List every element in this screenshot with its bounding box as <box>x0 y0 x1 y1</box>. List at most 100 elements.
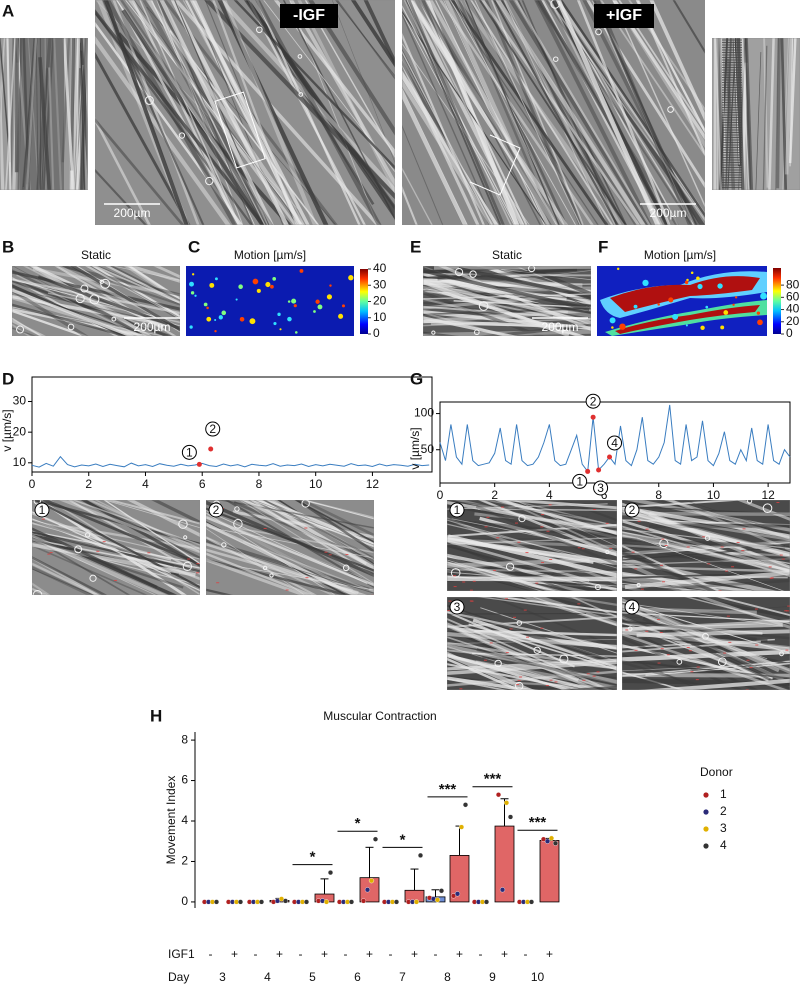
motion-spot <box>611 326 614 329</box>
fiber <box>784 38 794 175</box>
fiber <box>552 0 695 225</box>
motion-vector <box>328 554 332 556</box>
y-tick-label: 10 <box>13 455 27 469</box>
fiber <box>514 0 651 225</box>
motion-spot <box>294 331 298 334</box>
cell <box>75 293 85 304</box>
motion-spot <box>206 306 209 310</box>
fiber <box>170 0 289 225</box>
motion-vector <box>786 610 790 612</box>
fiber <box>622 672 790 678</box>
fiber <box>464 0 560 225</box>
cell <box>298 92 304 97</box>
fiber <box>402 185 418 225</box>
motion-spot <box>326 294 333 300</box>
y-tick-label: 20 <box>13 424 27 438</box>
colorbar-tick-label: 60 <box>786 290 800 304</box>
fiber <box>32 582 51 595</box>
fiber <box>15 288 180 328</box>
motion-spot <box>206 316 212 322</box>
motion-vector <box>453 586 457 588</box>
cell <box>595 28 602 36</box>
group-label: - <box>299 947 303 961</box>
fiber <box>233 0 395 170</box>
fiber <box>232 510 374 539</box>
fiber <box>402 87 468 225</box>
fiber <box>423 305 591 316</box>
motion-spot <box>685 324 688 327</box>
fiber <box>447 555 557 591</box>
x-tick-label: 4 <box>264 970 271 984</box>
motion-vector <box>592 675 596 677</box>
fiber <box>423 0 542 225</box>
motion-vector <box>114 579 118 581</box>
group-label: + <box>456 947 463 961</box>
x-tick-label: 8 <box>256 477 263 491</box>
motion-spot <box>214 319 217 322</box>
fiber <box>221 0 318 225</box>
fiber <box>481 0 640 225</box>
fiber <box>447 631 617 649</box>
x-tick-label: 10 <box>707 488 721 502</box>
fiber <box>683 597 790 619</box>
cell <box>80 284 89 293</box>
motion-vector <box>493 569 497 571</box>
fiber <box>117 0 274 225</box>
x-tick-label: 4 <box>546 488 553 502</box>
fiber <box>479 500 617 554</box>
group-label: + <box>546 947 553 961</box>
cell <box>469 270 477 278</box>
motion-spot <box>238 284 243 289</box>
x-tick-label: 10 <box>309 477 323 491</box>
fiber <box>632 514 790 557</box>
fiber <box>32 531 200 573</box>
fiber <box>58 523 200 550</box>
fiber <box>32 527 158 589</box>
motion-spot <box>191 273 195 276</box>
fiber <box>255 0 361 225</box>
fiber <box>428 0 558 225</box>
fiber <box>206 536 318 595</box>
cell <box>474 329 480 336</box>
fiber <box>447 557 609 591</box>
motion-vector <box>634 568 638 570</box>
motion-vector <box>657 662 661 664</box>
motion-vector <box>631 551 635 553</box>
fiber <box>447 558 590 568</box>
group-label: - <box>209 947 213 961</box>
fiber <box>78 68 83 190</box>
fiber <box>447 559 554 591</box>
fiber <box>582 0 700 225</box>
row-label: IGF1 <box>168 947 195 961</box>
donor-point <box>503 800 510 806</box>
cell <box>594 584 601 591</box>
marker-label: 3 <box>597 481 604 495</box>
fiber <box>32 562 100 595</box>
x-tick-label: 10 <box>531 970 545 984</box>
micrograph <box>423 266 591 336</box>
fiber <box>142 0 267 225</box>
fiber <box>482 656 617 679</box>
significance-label: *** <box>484 771 502 788</box>
fiber <box>203 0 395 200</box>
fiber <box>402 10 548 225</box>
fiber <box>788 38 797 164</box>
marker-label-circle <box>585 393 601 409</box>
fiber <box>12 278 180 315</box>
fiber <box>684 597 790 625</box>
fiber <box>189 0 310 225</box>
fiber <box>216 500 374 529</box>
fiber <box>350 0 395 68</box>
cell <box>301 500 310 508</box>
fiber <box>150 500 200 525</box>
fiber <box>457 0 556 225</box>
fiber <box>123 266 180 304</box>
fiber <box>622 573 740 591</box>
motion-vector <box>660 648 664 650</box>
motion-vector <box>304 527 308 529</box>
marker <box>596 467 602 473</box>
thumb-label: 4 <box>629 600 636 614</box>
x-tick-label: 6 <box>199 477 206 491</box>
motion-vector <box>686 646 690 648</box>
